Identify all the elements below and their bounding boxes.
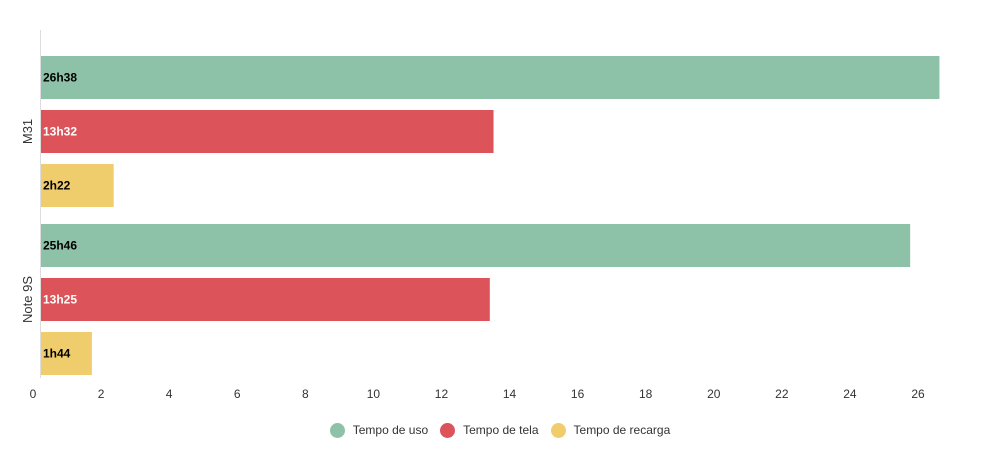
legend-item[interactable]: Tempo de recarga <box>550 422 671 438</box>
data-label: 1h44 <box>43 347 71 361</box>
data-label: 13h32 <box>43 125 77 139</box>
legend-item[interactable]: Tempo de uso <box>329 422 429 438</box>
bar-note-9s-1 <box>40 278 490 321</box>
x-tick-label: 10 <box>367 387 381 401</box>
bar-m31-0 <box>40 56 940 99</box>
x-tick-label: 18 <box>639 387 653 401</box>
x-tick-label: 24 <box>843 387 857 401</box>
bar-note-9s-0 <box>40 224 911 267</box>
data-label: 2h22 <box>43 179 71 193</box>
bar-note-9s-2 <box>40 332 92 375</box>
bars-group: 26h38 13h32 2h22 25h46 13h25 1h44 <box>40 56 940 375</box>
legend-item[interactable]: Tempo de tela <box>440 422 539 438</box>
bar-m31-1 <box>40 110 494 153</box>
y-axis: M31 Note 9S <box>20 30 41 378</box>
x-tick-label: 16 <box>571 387 585 401</box>
legend: Tempo de uso Tempo de tela Tempo de recarg… <box>0 418 1000 442</box>
x-tick-label: 6 <box>234 387 241 401</box>
data-label: 26h38 <box>43 71 77 85</box>
x-axis: 0 2 4 6 8 10 12 14 16 18 20 22 24 26 <box>30 387 925 401</box>
legend-swatch <box>329 422 345 438</box>
x-tick-label: 14 <box>503 387 517 401</box>
x-tick-label: 0 <box>30 387 37 401</box>
category-label: M31 <box>20 119 35 144</box>
x-tick-label: 12 <box>435 387 449 401</box>
data-label: 13h25 <box>43 293 77 307</box>
x-tick-label: 2 <box>98 387 105 401</box>
legend-swatch <box>550 422 566 438</box>
legend-label: Tempo de recarga <box>573 423 671 437</box>
legend-label: Tempo de uso <box>352 423 429 437</box>
category-label: Note 9S <box>20 276 35 323</box>
x-tick-label: 26 <box>911 387 925 401</box>
x-tick-label: 22 <box>775 387 789 401</box>
x-tick-label: 20 <box>707 387 721 401</box>
bar-m31-2 <box>40 164 114 207</box>
legend-label: Tempo de tela <box>463 423 539 437</box>
legend-swatch <box>440 422 456 438</box>
x-tick-label: 4 <box>166 387 173 401</box>
x-tick-label: 8 <box>302 387 309 401</box>
data-label: 25h46 <box>43 239 77 253</box>
